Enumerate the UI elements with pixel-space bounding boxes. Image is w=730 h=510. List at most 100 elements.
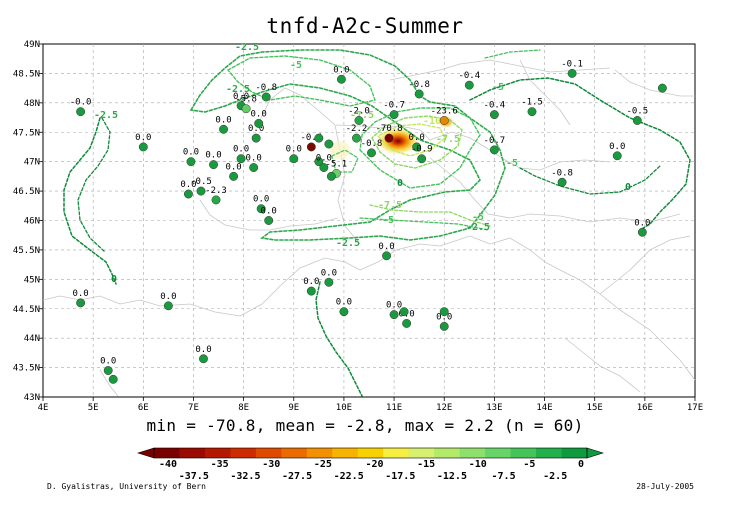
y-tick-label: 49N <box>24 40 40 50</box>
contour-label: -2.5 <box>336 238 360 249</box>
station-value-label: 0.0 <box>409 133 425 143</box>
station-marker <box>326 171 336 181</box>
station-marker <box>196 186 206 196</box>
station-marker <box>389 110 399 120</box>
station-marker <box>339 307 349 317</box>
station-value-label: -0.8 <box>551 168 573 178</box>
contour-label: 0 <box>111 274 117 285</box>
country-borders <box>42 59 696 397</box>
station-value-label: 0.0 <box>336 298 352 308</box>
station-marker <box>211 195 221 205</box>
x-tick-labels: 4E 5E 6E 7E 8E 9E 10E 11E 12E 13E 14E 15E 16E 17E <box>38 397 703 413</box>
station-marker <box>183 189 193 199</box>
station-value-label: 0.0 <box>286 145 302 155</box>
station-marker <box>289 154 299 164</box>
station-marker <box>261 92 271 102</box>
station-value-label: 0.0 <box>436 312 452 322</box>
station-value-label: -2.0 <box>348 106 370 116</box>
x-tick-label: 15E <box>587 403 603 413</box>
station-marker <box>489 110 499 120</box>
station-value-label: 0.0 <box>261 207 277 217</box>
station-value-label: -2.2 <box>346 124 368 134</box>
station-marker <box>324 277 334 287</box>
station-value-label: -0.4 <box>484 101 506 111</box>
station-value-label: 0.0 <box>333 65 349 75</box>
summary-stats: min = -70.8, mean = -2.8, max = 2.2 (n =… <box>146 416 584 435</box>
station-marker <box>336 74 346 84</box>
contour-label: -5 <box>472 212 484 223</box>
station-marker <box>251 133 261 143</box>
y-tick-label: 48N <box>24 99 40 109</box>
contour-label: -5 <box>492 82 504 93</box>
station-marker <box>567 68 577 78</box>
station-marker <box>314 133 324 143</box>
station-marker <box>399 307 409 317</box>
y-tick-label: 45.5N <box>13 246 40 256</box>
station-value-label: 0.0 <box>215 115 231 125</box>
station-value-label: -0.5 <box>190 177 212 187</box>
contour-label: -10 <box>423 116 441 127</box>
station-marker <box>76 107 86 117</box>
station-value-label: 0.0 <box>303 277 319 287</box>
station-marker <box>352 133 361 143</box>
station-marker <box>417 154 427 164</box>
station-value-label: -70.8 <box>376 124 403 134</box>
y-tick-label: 46N <box>24 217 40 227</box>
station-value-label: 0.0 <box>316 154 332 164</box>
station-marker <box>414 89 424 99</box>
station-value-label: 0.0 <box>609 142 625 152</box>
station-marker <box>389 310 399 320</box>
y-tick-label: 43N <box>24 393 40 403</box>
x-tick-label: 13E <box>486 403 502 413</box>
station-value-label: -0.7 <box>383 101 405 111</box>
station-marker <box>557 177 567 187</box>
station-marker <box>209 160 218 170</box>
station-marker <box>367 148 376 158</box>
station-marker <box>306 286 316 296</box>
station-marker <box>229 171 239 181</box>
station-value-label: -1.5 <box>521 98 543 108</box>
station-marker <box>264 216 274 225</box>
station-marker <box>314 157 324 167</box>
x-tick-label: 10E <box>336 403 352 413</box>
station-value-label: -0.1 <box>561 59 583 69</box>
contour-label: -2.5 <box>226 84 250 95</box>
x-tick-label: 8E <box>238 403 249 413</box>
station-marker <box>489 145 499 155</box>
station-marker <box>319 163 329 173</box>
station-marker <box>632 116 642 125</box>
station-value-label: -0.8 <box>408 80 430 90</box>
station-value-label: -5.8 <box>235 95 257 105</box>
x-tick-label: 7E <box>188 403 199 413</box>
station-value-label: -5.1 <box>326 159 348 169</box>
contour-label: -5 <box>382 215 394 226</box>
hotspot-shading <box>376 127 420 155</box>
y-tick-label: 46.5N <box>13 187 40 197</box>
station-value-label: 0.0 <box>248 124 264 134</box>
contour-lines <box>63 49 691 397</box>
x-tick-label: 12E <box>436 403 452 413</box>
grid <box>43 44 695 397</box>
station-value-label: 0.0 <box>160 292 176 302</box>
station-marker <box>612 151 622 161</box>
x-tick-label: 14E <box>536 403 552 413</box>
contour-label: 0 <box>625 182 631 193</box>
station-value-label: 0.0 <box>180 180 196 190</box>
station-value-label: 0.0 <box>72 289 88 299</box>
contour-labels: -2.5-5-2.5 -5-7.5-10-7.5-5-2.5-5-7.5-5-2.… <box>94 42 631 285</box>
station-value-label: -23.6 <box>431 106 458 116</box>
station-value-label: -0.5 <box>626 106 648 116</box>
station-marker <box>412 142 422 152</box>
station-value-label: -0.8 <box>255 83 277 93</box>
station-value-label: 0.0 <box>386 301 402 311</box>
contour-label: -7.5 <box>436 134 460 145</box>
station-value-label: 0.0 <box>205 151 221 161</box>
station-value-label: 0.0 <box>233 92 249 102</box>
station-value-label: -0.8 <box>361 139 383 149</box>
station-value-label: 0.0 <box>135 133 151 143</box>
station-marker <box>402 319 412 328</box>
contour-label: -2.5 <box>235 42 259 53</box>
station-marker <box>256 204 266 214</box>
station-value-label: 0.0 <box>246 154 262 164</box>
contour-label: -5 <box>290 60 302 71</box>
